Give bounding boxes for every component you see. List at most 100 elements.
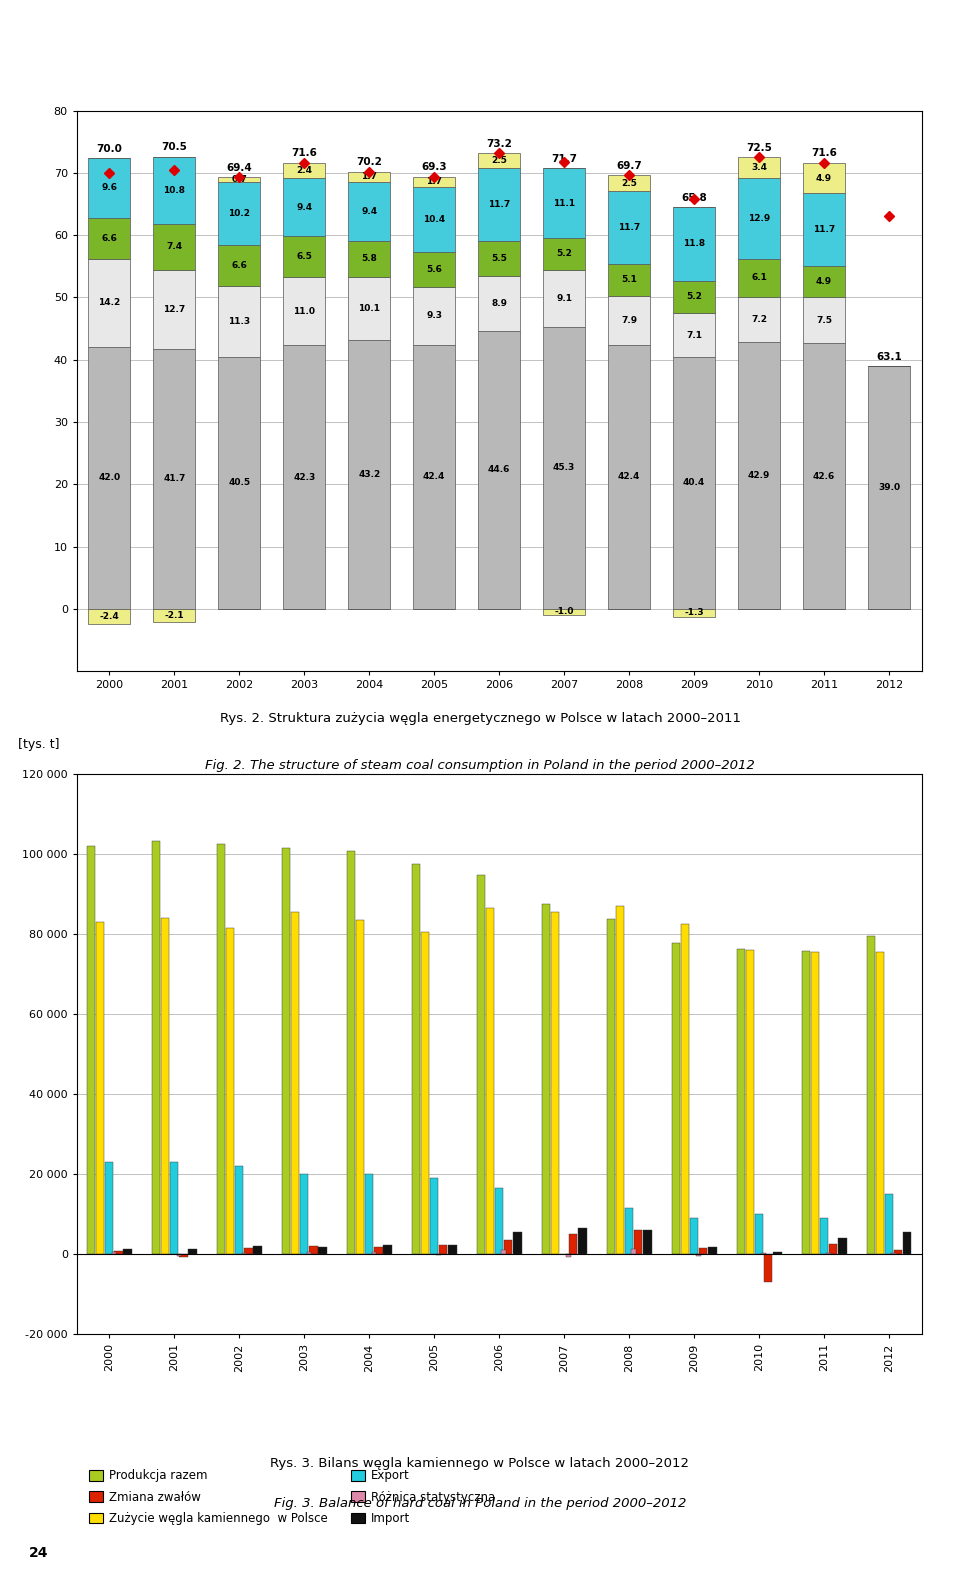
Bar bbox=[347, 851, 355, 1254]
Bar bbox=[673, 357, 715, 609]
Bar bbox=[608, 344, 650, 609]
Text: 71.6: 71.6 bbox=[291, 148, 317, 158]
Text: 69.4: 69.4 bbox=[227, 163, 252, 172]
Bar bbox=[218, 357, 260, 609]
Bar bbox=[632, 1249, 636, 1254]
Text: 24: 24 bbox=[29, 1546, 48, 1560]
Bar bbox=[161, 917, 169, 1254]
Bar bbox=[673, 313, 715, 357]
Bar bbox=[543, 609, 586, 616]
Bar bbox=[608, 191, 650, 264]
Bar bbox=[504, 1240, 513, 1254]
Text: 12.7: 12.7 bbox=[163, 305, 185, 314]
Text: 11.7: 11.7 bbox=[618, 223, 640, 232]
Text: 72.5: 72.5 bbox=[746, 142, 772, 153]
Bar bbox=[253, 1246, 262, 1254]
Text: 3.4: 3.4 bbox=[751, 163, 767, 172]
Bar bbox=[867, 936, 876, 1254]
Bar bbox=[448, 1244, 457, 1254]
Bar bbox=[319, 1247, 326, 1254]
Bar bbox=[608, 295, 650, 344]
Bar bbox=[569, 1235, 578, 1254]
Legend: Produkcja razem, Zmiana zwałów, Zużycie węgla kamiennego  w Polsce, Export, Różn: Produkcja razem, Zmiana zwałów, Zużycie … bbox=[83, 1464, 501, 1530]
Bar bbox=[477, 875, 485, 1254]
Bar bbox=[309, 1246, 318, 1254]
Text: 4.9: 4.9 bbox=[816, 276, 832, 286]
Bar bbox=[673, 609, 715, 617]
Bar bbox=[608, 175, 650, 191]
Bar bbox=[578, 1228, 587, 1254]
Text: 11.7: 11.7 bbox=[813, 226, 835, 234]
Bar bbox=[87, 846, 95, 1254]
Text: 6.6: 6.6 bbox=[102, 234, 117, 243]
Bar bbox=[673, 207, 715, 281]
Bar bbox=[283, 276, 325, 346]
Bar bbox=[478, 332, 520, 609]
Text: 69.7: 69.7 bbox=[616, 161, 642, 171]
Text: 2.5: 2.5 bbox=[492, 156, 507, 166]
Text: -1.0: -1.0 bbox=[555, 608, 574, 616]
Text: Rys. 3. Bilans węgla kamiennego w Polsce w latach 2000–2012: Rys. 3. Bilans węgla kamiennego w Polsce… bbox=[271, 1457, 689, 1470]
Bar bbox=[495, 1187, 503, 1254]
Bar bbox=[892, 1252, 896, 1254]
Bar bbox=[478, 276, 520, 332]
Bar bbox=[88, 347, 131, 609]
Text: 2.5: 2.5 bbox=[621, 178, 637, 188]
Text: 4.9: 4.9 bbox=[816, 174, 832, 183]
Bar bbox=[738, 158, 780, 178]
Text: 45.3: 45.3 bbox=[553, 463, 575, 472]
Bar bbox=[486, 908, 494, 1254]
Bar bbox=[242, 1252, 246, 1254]
Bar bbox=[372, 1252, 376, 1254]
Text: 63.1: 63.1 bbox=[876, 352, 902, 362]
Bar bbox=[543, 169, 586, 237]
Bar bbox=[635, 1230, 642, 1254]
Text: 11.1: 11.1 bbox=[553, 199, 575, 207]
Text: 71.6: 71.6 bbox=[811, 148, 837, 158]
Text: 9.6: 9.6 bbox=[102, 183, 117, 193]
Text: 43.2: 43.2 bbox=[358, 471, 380, 478]
Bar bbox=[608, 264, 650, 295]
Bar bbox=[643, 1230, 652, 1254]
Bar bbox=[154, 349, 196, 609]
Text: 42.4: 42.4 bbox=[618, 472, 640, 482]
Bar bbox=[413, 344, 455, 609]
Bar bbox=[152, 842, 160, 1254]
Text: 5.5: 5.5 bbox=[492, 254, 507, 264]
Text: 7.5: 7.5 bbox=[816, 316, 832, 325]
Bar bbox=[543, 237, 586, 270]
Bar bbox=[283, 178, 325, 237]
Text: 9.4: 9.4 bbox=[361, 207, 377, 216]
Text: 6.1: 6.1 bbox=[752, 273, 767, 283]
Text: 5.2: 5.2 bbox=[556, 249, 572, 259]
Bar bbox=[88, 218, 131, 259]
Bar bbox=[154, 270, 196, 349]
Text: 70.2: 70.2 bbox=[356, 158, 382, 167]
Bar bbox=[616, 906, 624, 1254]
Bar bbox=[681, 924, 689, 1254]
Bar bbox=[811, 952, 819, 1254]
Text: 69.3: 69.3 bbox=[421, 163, 447, 172]
Bar bbox=[282, 848, 290, 1254]
Bar bbox=[383, 1246, 392, 1254]
Text: 1.7: 1.7 bbox=[361, 172, 377, 182]
Bar bbox=[88, 609, 131, 624]
Bar bbox=[218, 286, 260, 357]
Text: 6.6: 6.6 bbox=[231, 261, 247, 270]
Bar bbox=[348, 182, 391, 240]
Bar bbox=[876, 952, 884, 1254]
Text: Rys. 2. Struktura zużycia węgla energetycznego w Polsce w latach 2000–2011: Rys. 2. Struktura zużycia węgla energety… bbox=[220, 712, 740, 725]
Text: 41.7: 41.7 bbox=[163, 474, 185, 483]
Bar bbox=[218, 177, 260, 182]
Bar bbox=[696, 1254, 701, 1257]
Text: 71.7: 71.7 bbox=[551, 155, 577, 164]
Bar bbox=[374, 1247, 382, 1254]
Bar bbox=[551, 911, 560, 1254]
Bar bbox=[413, 188, 455, 253]
Bar bbox=[180, 1254, 187, 1257]
Text: -2.4: -2.4 bbox=[100, 611, 119, 621]
Bar bbox=[348, 339, 391, 609]
Bar bbox=[218, 245, 260, 286]
Bar bbox=[690, 1217, 698, 1254]
Bar bbox=[300, 1175, 308, 1254]
